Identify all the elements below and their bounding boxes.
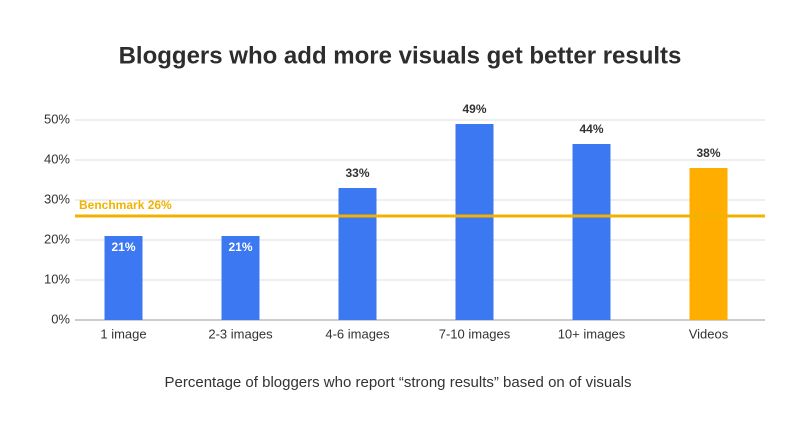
chart-title: Bloggers who add more visuals get better… (119, 42, 682, 69)
y-tick-label: 50% (44, 111, 70, 126)
bar (689, 168, 728, 320)
chart-subtitle: Percentage of bloggers who report “stron… (165, 374, 632, 391)
y-tick-label: 20% (44, 231, 70, 246)
value-label: 38% (696, 146, 720, 160)
y-tick-label: 40% (44, 151, 70, 166)
benchmark-label: Benchmark 26% (79, 198, 172, 212)
bar (221, 236, 260, 320)
x-tick-label: Videos (689, 326, 729, 341)
value-label: 21% (111, 240, 135, 254)
y-tick-label: 0% (51, 311, 70, 326)
x-tick-label: 4-6 images (325, 326, 390, 341)
y-tick-label: 10% (44, 271, 70, 286)
x-tick-label: 1 image (100, 326, 146, 341)
value-label: 21% (228, 240, 252, 254)
x-tick-label: 7-10 images (439, 326, 511, 341)
bar (104, 236, 143, 320)
value-label: 49% (462, 102, 486, 116)
bar (455, 124, 494, 320)
bar (338, 188, 377, 320)
y-tick-label: 30% (44, 191, 70, 206)
bar (572, 144, 611, 320)
value-label: 33% (345, 166, 369, 180)
value-label: 44% (579, 122, 603, 136)
x-tick-label: 10+ images (558, 326, 626, 341)
x-tick-label: 2-3 images (208, 326, 273, 341)
